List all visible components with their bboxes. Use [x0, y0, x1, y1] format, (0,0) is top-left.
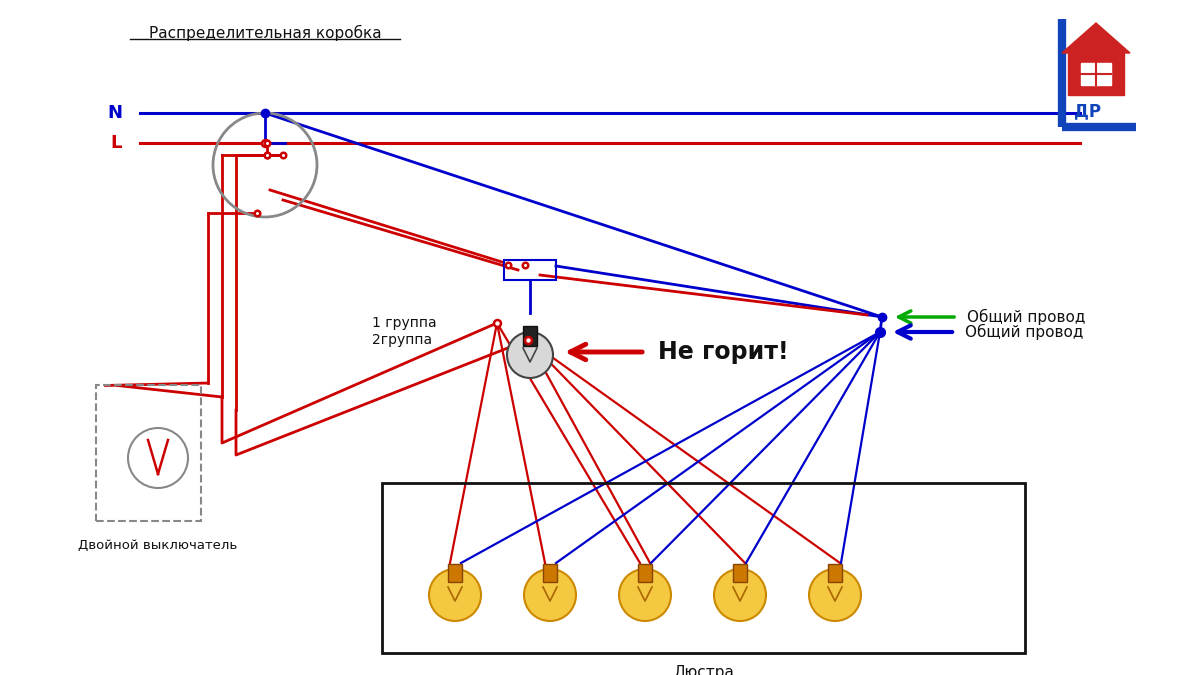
Text: 1 группа: 1 группа	[372, 316, 437, 330]
Circle shape	[714, 569, 766, 621]
Bar	[1081, 63, 1111, 85]
Text: L: L	[110, 134, 122, 152]
Text: Общий провод: Общий провод	[965, 324, 1084, 340]
Text: Не горит!: Не горит!	[658, 340, 788, 364]
Text: N: N	[107, 104, 122, 122]
Text: Люстра: Люстра	[673, 665, 734, 675]
Bar	[828, 564, 842, 582]
Bar	[542, 564, 557, 582]
Text: Распределительная коробка: Распределительная коробка	[149, 25, 382, 41]
Bar	[1068, 53, 1124, 95]
Circle shape	[619, 569, 671, 621]
Text: Двойной выключатель: Двойной выключатель	[78, 539, 238, 551]
Circle shape	[430, 569, 481, 621]
Circle shape	[524, 569, 576, 621]
Circle shape	[508, 332, 553, 378]
Bar	[504, 260, 556, 280]
Text: 2группа: 2группа	[372, 333, 432, 347]
Text: Общий провод: Общий провод	[967, 309, 1085, 325]
Circle shape	[809, 569, 862, 621]
Bar	[382, 483, 1025, 653]
Polygon shape	[1062, 23, 1130, 53]
Bar	[523, 326, 538, 346]
Text: ДР: ДР	[1074, 102, 1100, 120]
Bar	[638, 564, 652, 582]
Bar	[733, 564, 746, 582]
Bar	[448, 564, 462, 582]
